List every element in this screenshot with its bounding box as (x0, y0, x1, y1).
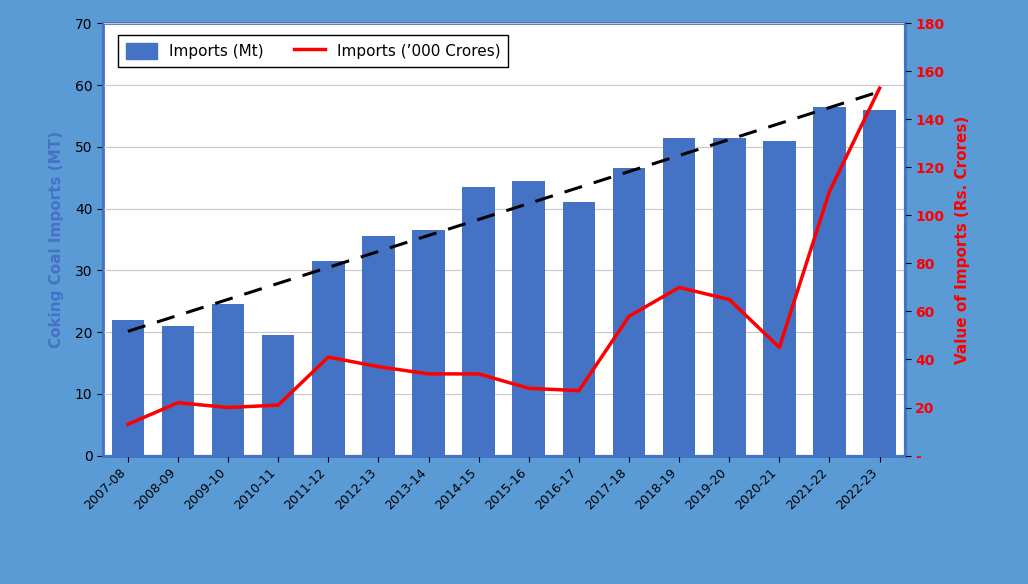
Bar (262, 335, 294, 456)
Bar (313, 261, 344, 456)
Bar (362, 237, 395, 456)
Bar (463, 187, 494, 456)
Legend: Imports (Mt), Imports (’000 Crores): Imports (Mt), Imports (’000 Crores) (118, 35, 508, 67)
Bar (112, 319, 144, 456)
Bar (513, 181, 545, 456)
Bar (212, 304, 245, 456)
Y-axis label: Value of Imports (Rs. Crores): Value of Imports (Rs. Crores) (955, 115, 970, 364)
Y-axis label: Coking Coal Imports (MT): Coking Coal Imports (MT) (48, 131, 64, 348)
Bar (613, 168, 646, 456)
Bar (663, 138, 695, 456)
Bar (562, 203, 595, 456)
Bar (713, 138, 745, 456)
Bar (161, 326, 194, 456)
Bar (813, 107, 846, 456)
Bar (763, 141, 796, 456)
Bar (412, 230, 445, 456)
Bar (864, 110, 895, 456)
